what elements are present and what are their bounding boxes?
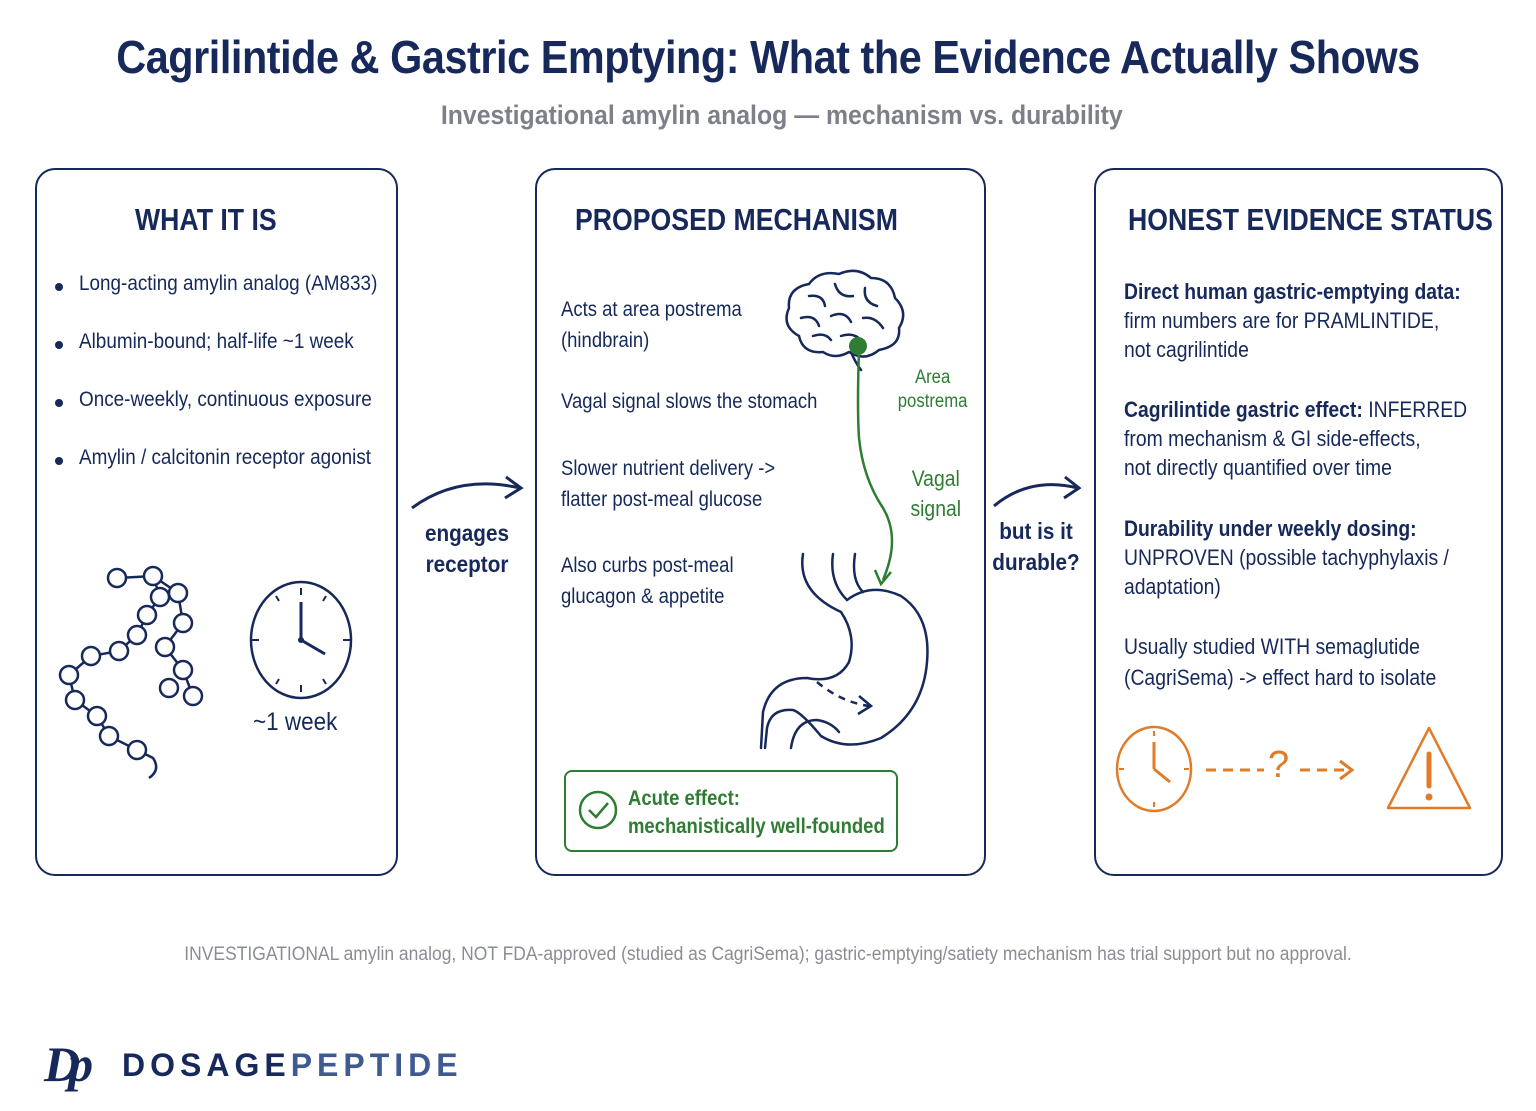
bullet-text: Albumin-bound; half-life ~1 week bbox=[79, 330, 354, 353]
bullet-item: Long-acting amylin analog (AM833) bbox=[55, 272, 415, 330]
evidence-text: Usually studied WITH semaglutide bbox=[1124, 634, 1420, 659]
mechanism-text: glucagon & appetite bbox=[561, 585, 725, 608]
mechanism-text: (hindbrain) bbox=[561, 329, 650, 352]
area-postrema-text: Area bbox=[914, 367, 951, 388]
orange-clock-icon bbox=[1115, 725, 1193, 813]
bullet-dot bbox=[55, 399, 63, 407]
bullet-dot bbox=[55, 283, 63, 291]
mechanism-item: Slower nutrient delivery -> flatter post… bbox=[561, 453, 775, 515]
question-mark-icon: ? bbox=[1268, 744, 1290, 786]
bullet-text: Amylin / calcitonin receptor agonist bbox=[79, 446, 372, 469]
bullet-item: Albumin-bound; half-life ~1 week bbox=[55, 330, 415, 388]
evidence-text: not cagrilintide bbox=[1124, 337, 1249, 362]
clock-label: ~1 week bbox=[253, 708, 338, 736]
evidence-block: Direct human gastric-emptying data: firm… bbox=[1124, 277, 1461, 364]
mechanism-item: Vagal signal slows the stomach bbox=[561, 386, 817, 417]
vagal-signal-text: Vagal bbox=[911, 466, 960, 491]
vagal-signal-text: signal bbox=[910, 496, 962, 521]
mechanism-text: Vagal signal slows the stomach bbox=[561, 390, 818, 413]
evidence-emphasis: INFERRED bbox=[1362, 397, 1468, 422]
area-postrema-text: postrema bbox=[897, 391, 968, 412]
acute-effect-box: Acute effect: mechanistically well-found… bbox=[564, 770, 898, 852]
bullet-dot bbox=[55, 457, 63, 465]
check-circle-icon bbox=[578, 790, 618, 830]
bullet-item: Once-weekly, continuous exposure bbox=[55, 388, 415, 446]
evidence-label: Cagrilintide gastric effect: bbox=[1124, 397, 1363, 422]
panel-heading-proposed-mechanism: PROPOSED MECHANISM bbox=[575, 202, 898, 237]
dashed-arrow-icon bbox=[1206, 759, 1355, 781]
mechanism-item: Also curbs post-meal glucagon & appetite bbox=[561, 550, 734, 612]
mechanism-text: Acts at area postrema bbox=[561, 298, 742, 321]
evidence-block: Usually studied WITH semaglutide (CagriS… bbox=[1124, 631, 1436, 693]
panel-proposed-mechanism: PROPOSED MECHANISM Acts at area postrema… bbox=[535, 168, 986, 876]
acute-effect-line: mechanistically well-founded bbox=[628, 815, 885, 838]
acute-effect-text: Acute effect: mechanistically well-found… bbox=[628, 785, 885, 841]
peptide-chain-icon bbox=[58, 565, 204, 780]
evidence-text: firm numbers are for bbox=[1124, 308, 1304, 333]
evidence-label: Direct human gastric-emptying data: bbox=[1124, 279, 1461, 304]
connector-text: engages bbox=[424, 520, 509, 546]
evidence-text: (CagriSema) -> effect hard to isolate bbox=[1124, 665, 1437, 690]
bullet-list: Long-acting amylin analog (AM833) Albumi… bbox=[55, 272, 415, 504]
vagal-signal-label: Vagal signal bbox=[910, 464, 961, 524]
page-subtitle: Investigational amylin analog — mechanis… bbox=[440, 100, 1123, 130]
evidence-block: Durability under weekly dosing: UNPROVEN… bbox=[1124, 514, 1449, 601]
brand-name-part: DOSAGE bbox=[122, 1047, 291, 1083]
evidence-text: adaptation) bbox=[1124, 574, 1221, 599]
connector-text: but is it bbox=[999, 518, 1073, 544]
bullet-text: Long-acting amylin analog (AM833) bbox=[79, 272, 378, 295]
connector-text: durable? bbox=[992, 549, 1080, 575]
panel-what-it-is: WHAT IT IS Long-acting amylin analog (AM… bbox=[35, 168, 398, 876]
panel-heading-what-it-is: WHAT IT IS bbox=[135, 202, 277, 237]
mechanism-text: Also curbs post-meal bbox=[561, 554, 734, 577]
brain-icon bbox=[785, 269, 905, 372]
bullet-item: Amylin / calcitonin receptor agonist bbox=[55, 446, 415, 504]
bullet-dot bbox=[55, 341, 63, 349]
brand-name: DOSAGEPEPTIDE bbox=[122, 1047, 463, 1084]
connector-text: receptor bbox=[425, 551, 509, 577]
panel-heading-evidence-status: HONEST EVIDENCE STATUS bbox=[1128, 202, 1493, 237]
arrow-right-icon bbox=[411, 475, 524, 510]
footnote-disclaimer: INVESTIGATIONAL amylin analog, NOT FDA-a… bbox=[184, 944, 1352, 965]
vagal-signal-arrow bbox=[856, 349, 894, 587]
mechanism-text: Slower nutrient delivery -> bbox=[561, 457, 776, 480]
mechanism-text: flatter post-meal glucose bbox=[561, 488, 763, 511]
stomach-icon bbox=[759, 552, 929, 750]
clock-icon bbox=[249, 580, 353, 700]
evidence-block: Cagrilintide gastric effect: INFERRED fr… bbox=[1124, 395, 1467, 482]
evidence-text: not directly quantified over time bbox=[1124, 455, 1392, 480]
page-title: Cagrilintide & Gastric Emptying: What th… bbox=[116, 31, 1420, 83]
area-postrema-label: Area postrema bbox=[898, 366, 968, 414]
evidence-emphasis: PRAMLINTIDE, bbox=[1303, 308, 1440, 333]
mechanism-item: Acts at area postrema (hindbrain) bbox=[561, 294, 742, 356]
bullet-text: Once-weekly, continuous exposure bbox=[79, 388, 372, 411]
panel-honest-evidence-status: HONEST EVIDENCE STATUS Direct human gast… bbox=[1094, 168, 1503, 876]
evidence-label: Durability under weekly dosing: bbox=[1124, 516, 1417, 541]
warning-icon bbox=[1386, 726, 1472, 810]
connector-durable: but is it durable? bbox=[991, 516, 1081, 578]
evidence-text: from mechanism & GI side-effects, bbox=[1124, 426, 1421, 451]
acute-effect-line: Acute effect: bbox=[628, 787, 740, 810]
brand-name-part: PEPTIDE bbox=[290, 1047, 463, 1083]
arrow-right-icon bbox=[993, 475, 1082, 508]
brand-logo: Dp bbox=[44, 1036, 93, 1092]
connector-engages-receptor: engages receptor bbox=[420, 518, 514, 580]
evidence-text: UNPROVEN (possible tachyphylaxis / bbox=[1124, 545, 1449, 570]
